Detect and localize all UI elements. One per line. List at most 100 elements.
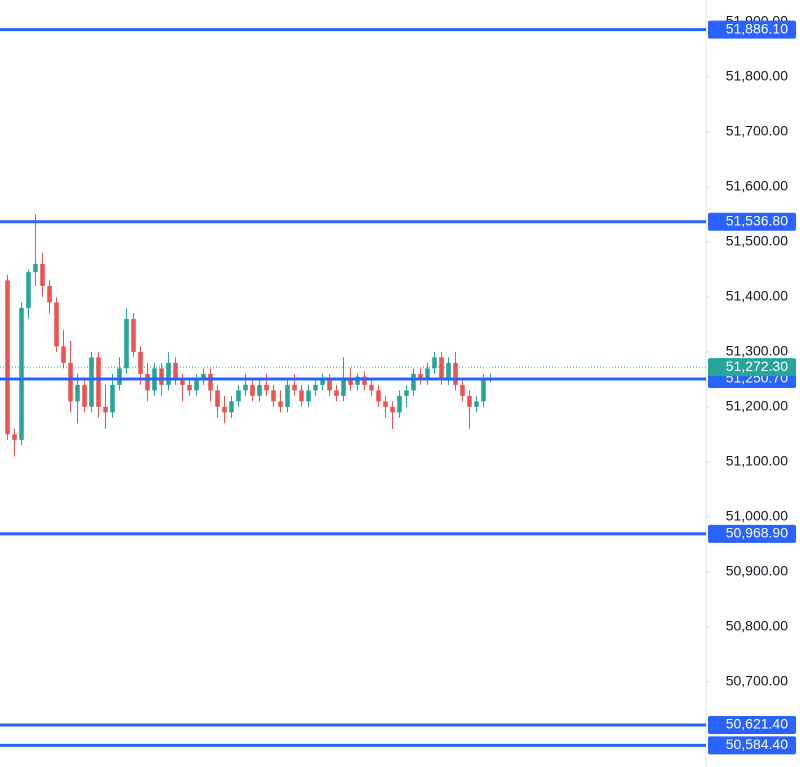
candle-body <box>12 434 17 440</box>
candle <box>229 395 234 418</box>
candle-body <box>166 362 171 385</box>
candle-body <box>362 376 367 385</box>
candle <box>334 384 339 402</box>
y-tick-label: 51,800.00 <box>726 68 788 84</box>
candle-body <box>481 379 486 402</box>
candle-body <box>26 272 31 308</box>
candle <box>292 373 297 396</box>
candle <box>446 357 451 385</box>
candle <box>103 384 108 429</box>
current-price-label-bg <box>708 358 796 377</box>
candle-body <box>82 384 87 407</box>
candle-body <box>75 384 80 402</box>
candle-body <box>439 357 444 380</box>
candle <box>271 384 276 407</box>
candle-body <box>19 307 24 440</box>
candle <box>82 379 87 413</box>
candle <box>68 340 73 413</box>
candle-body <box>40 263 45 286</box>
candle-body <box>411 373 416 391</box>
candle <box>362 371 367 391</box>
price-label-bg <box>708 20 796 39</box>
candle <box>124 307 129 374</box>
candle-body <box>327 379 332 391</box>
candle-body <box>173 362 178 380</box>
candle <box>257 379 262 402</box>
candle-body <box>180 379 185 385</box>
candle <box>145 362 150 402</box>
candle <box>201 368 206 385</box>
candle-body <box>194 379 199 391</box>
candle-body <box>103 406 108 413</box>
candle <box>54 296 59 352</box>
candle <box>215 384 220 418</box>
candle <box>5 274 10 440</box>
candle-body <box>467 395 472 407</box>
candle-body <box>383 401 388 407</box>
candle <box>222 395 227 424</box>
candle <box>26 269 31 319</box>
candle <box>12 428 17 457</box>
candle <box>299 384 304 407</box>
candle-body <box>390 406 395 413</box>
candle-body <box>446 362 451 380</box>
candle-body <box>33 263 38 273</box>
candle <box>390 401 395 429</box>
candle-body <box>47 285 52 303</box>
candle <box>411 368 416 396</box>
price-label: 50,968.90 <box>726 525 788 541</box>
candle-body <box>145 373 150 391</box>
candle <box>173 357 178 385</box>
candle-body <box>369 384 374 391</box>
price-label-bg <box>708 715 796 734</box>
candle-body <box>124 318 129 369</box>
candle <box>397 390 402 418</box>
candle-body <box>222 406 227 413</box>
candle <box>453 351 458 391</box>
candle <box>236 384 241 407</box>
price-label: 51,536.80 <box>726 212 788 228</box>
candle <box>110 373 115 418</box>
candle-body <box>285 384 290 407</box>
y-tick-label: 51,500.00 <box>726 233 788 249</box>
candle <box>320 373 325 391</box>
candle <box>194 373 199 396</box>
y-tick-label: 51,600.00 <box>726 178 788 194</box>
candle <box>187 379 192 396</box>
candle-body <box>61 346 66 363</box>
candle <box>425 362 430 385</box>
candle-body <box>243 384 248 391</box>
price-label-bg <box>708 736 796 755</box>
candle-body <box>474 401 479 407</box>
y-tick-label: 51,100.00 <box>726 453 788 469</box>
candle <box>166 351 171 391</box>
candle-body <box>187 384 192 391</box>
current-price-label: 51,272.30 <box>726 358 788 374</box>
candle <box>278 390 283 413</box>
candle <box>96 351 101 418</box>
candle-body <box>264 384 269 391</box>
candle <box>208 368 213 402</box>
candle <box>264 373 269 396</box>
candle-body <box>425 368 430 380</box>
candle <box>376 384 381 407</box>
candle-body <box>404 390 409 396</box>
candle-body <box>68 362 73 402</box>
candle-body <box>278 401 283 407</box>
candle <box>474 395 479 413</box>
candle <box>250 379 255 402</box>
candle-body <box>320 379 325 385</box>
y-tick-label: 51,300.00 <box>726 343 788 359</box>
candle <box>467 390 472 429</box>
candle-body <box>96 357 101 407</box>
candle-body <box>271 390 276 402</box>
candle <box>313 379 318 396</box>
y-tick-label: 51,400.00 <box>726 288 788 304</box>
y-tick-label: 51,700.00 <box>726 123 788 139</box>
candle-body <box>453 362 458 385</box>
y-tick-label: 51,200.00 <box>726 398 788 414</box>
price-label: 50,584.40 <box>726 736 788 752</box>
y-tick-label: 50,800.00 <box>726 617 788 633</box>
candle-body <box>397 395 402 413</box>
